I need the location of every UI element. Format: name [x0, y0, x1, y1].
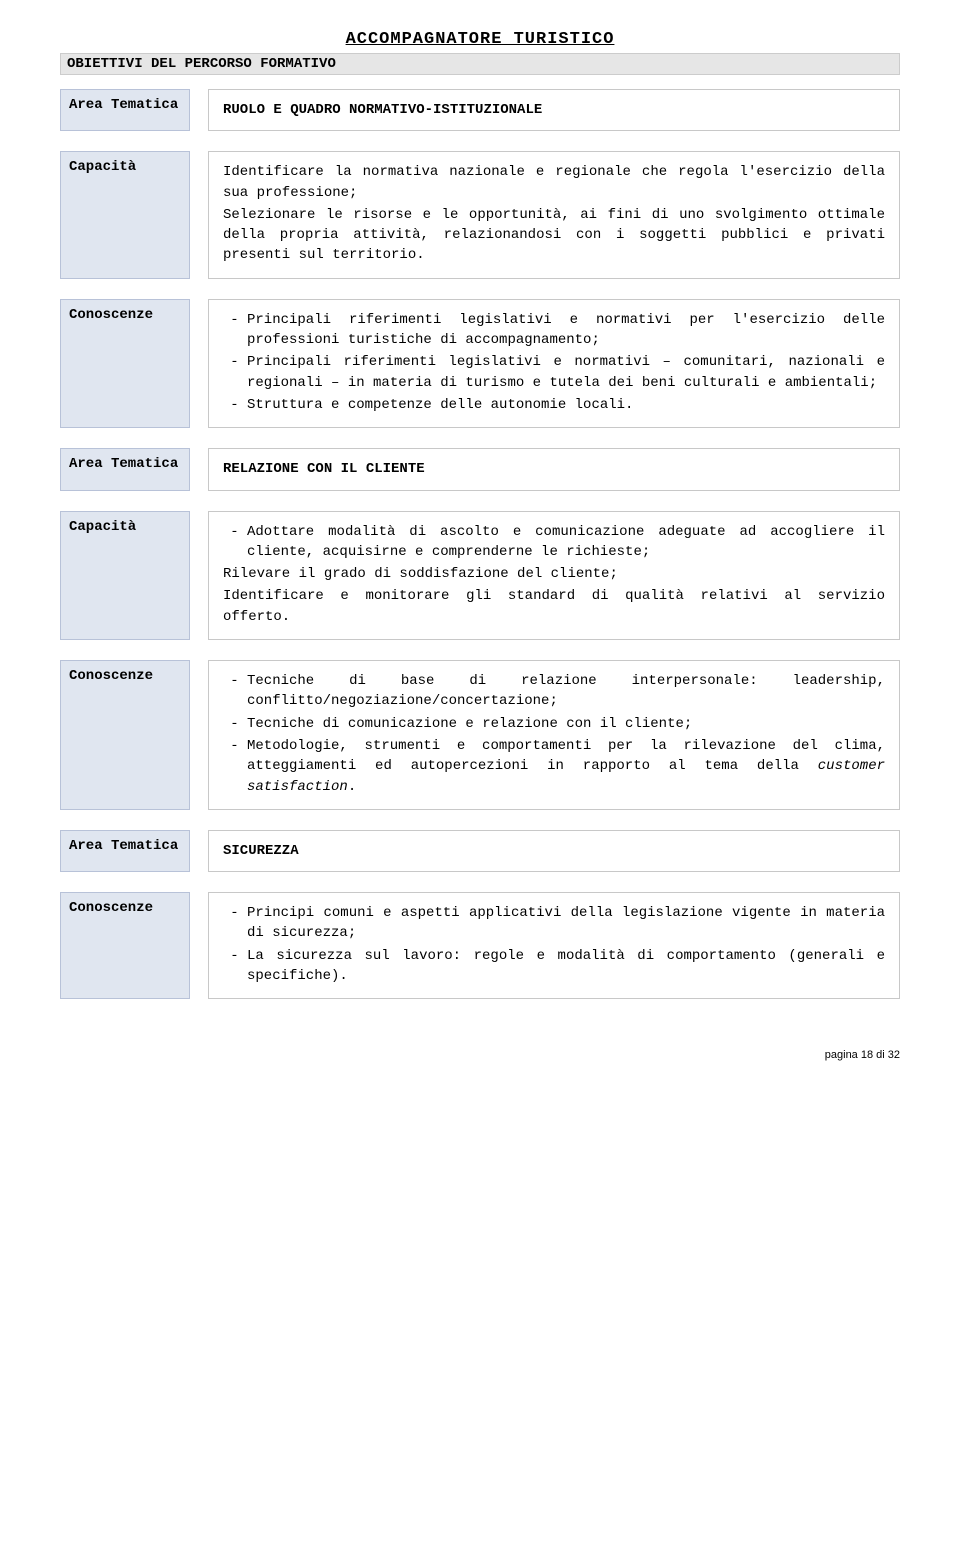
row-area-tematica-1: Area Tematica RUOLO E QUADRO NORMATIVO-I…	[60, 89, 900, 131]
label-conoscenze: Conoscenze	[60, 299, 190, 428]
area-tematica-content-1: RUOLO E QUADRO NORMATIVO-ISTITUZIONALE	[208, 89, 900, 131]
label-area-tematica: Area Tematica	[60, 89, 190, 131]
conoscenze-2-item: Metodologie, strumenti e comportamenti p…	[247, 736, 885, 797]
page-footer: pagina 18 di 32	[60, 1049, 900, 1061]
capacita-1-p1: Identificare la normativa nazionale e re…	[223, 162, 885, 203]
capacita-2-p3: Identificare e monitorare gli standard d…	[223, 586, 885, 627]
row-capacita-2: Capacità Adottare modalità di ascolto e …	[60, 511, 900, 640]
capacita-content-2: Adottare modalità di ascolto e comunicaz…	[208, 511, 900, 640]
label-capacita: Capacità	[60, 151, 190, 278]
label-area-tematica: Area Tematica	[60, 830, 190, 872]
area-tematica-content-2: RELAZIONE CON IL CLIENTE	[208, 448, 900, 490]
row-conoscenze-3: Conoscenze Principi comuni e aspetti app…	[60, 892, 900, 999]
label-conoscenze: Conoscenze	[60, 892, 190, 999]
conoscenze-2-item: Tecniche di base di relazione interperso…	[247, 671, 885, 712]
capacita-2-item: Adottare modalità di ascolto e comunicaz…	[247, 522, 885, 563]
area-tematica-content-3: SICUREZZA	[208, 830, 900, 872]
row-conoscenze-2: Conoscenze Tecniche di base di relazione…	[60, 660, 900, 810]
conoscenze-1-item: Principali riferimenti legislativi e nor…	[247, 310, 885, 351]
label-area-tematica: Area Tematica	[60, 448, 190, 490]
capacita-2-p2: Rilevare il grado di soddisfazione del c…	[223, 564, 885, 584]
conoscenze-3-item: La sicurezza sul lavoro: regole e modali…	[247, 946, 885, 987]
conoscenze-2-item: Tecniche di comunicazione e relazione co…	[247, 714, 885, 734]
document-title: ACCOMPAGNATORE TURISTICO	[60, 30, 900, 49]
row-conoscenze-1: Conoscenze Principali riferimenti legisl…	[60, 299, 900, 428]
conoscenze-content-3: Principi comuni e aspetti applicativi de…	[208, 892, 900, 999]
conoscenze-3-item: Principi comuni e aspetti applicativi de…	[247, 903, 885, 944]
row-area-tematica-3: Area Tematica SICUREZZA	[60, 830, 900, 872]
section-header: OBIETTIVI DEL PERCORSO FORMATIVO	[60, 53, 900, 75]
conoscenze-content-2: Tecniche di base di relazione interperso…	[208, 660, 900, 810]
capacita-content-1: Identificare la normativa nazionale e re…	[208, 151, 900, 278]
conoscenze-1-item: Struttura e competenze delle autonomie l…	[247, 395, 885, 415]
label-conoscenze: Conoscenze	[60, 660, 190, 810]
conoscenze-1-item: Principali riferimenti legislativi e nor…	[247, 352, 885, 393]
row-capacita-1: Capacità Identificare la normativa nazio…	[60, 151, 900, 278]
label-capacita: Capacità	[60, 511, 190, 640]
capacita-1-p2: Selezionare le risorse e le opportunità,…	[223, 205, 885, 266]
conoscenze-content-1: Principali riferimenti legislativi e nor…	[208, 299, 900, 428]
row-area-tematica-2: Area Tematica RELAZIONE CON IL CLIENTE	[60, 448, 900, 490]
